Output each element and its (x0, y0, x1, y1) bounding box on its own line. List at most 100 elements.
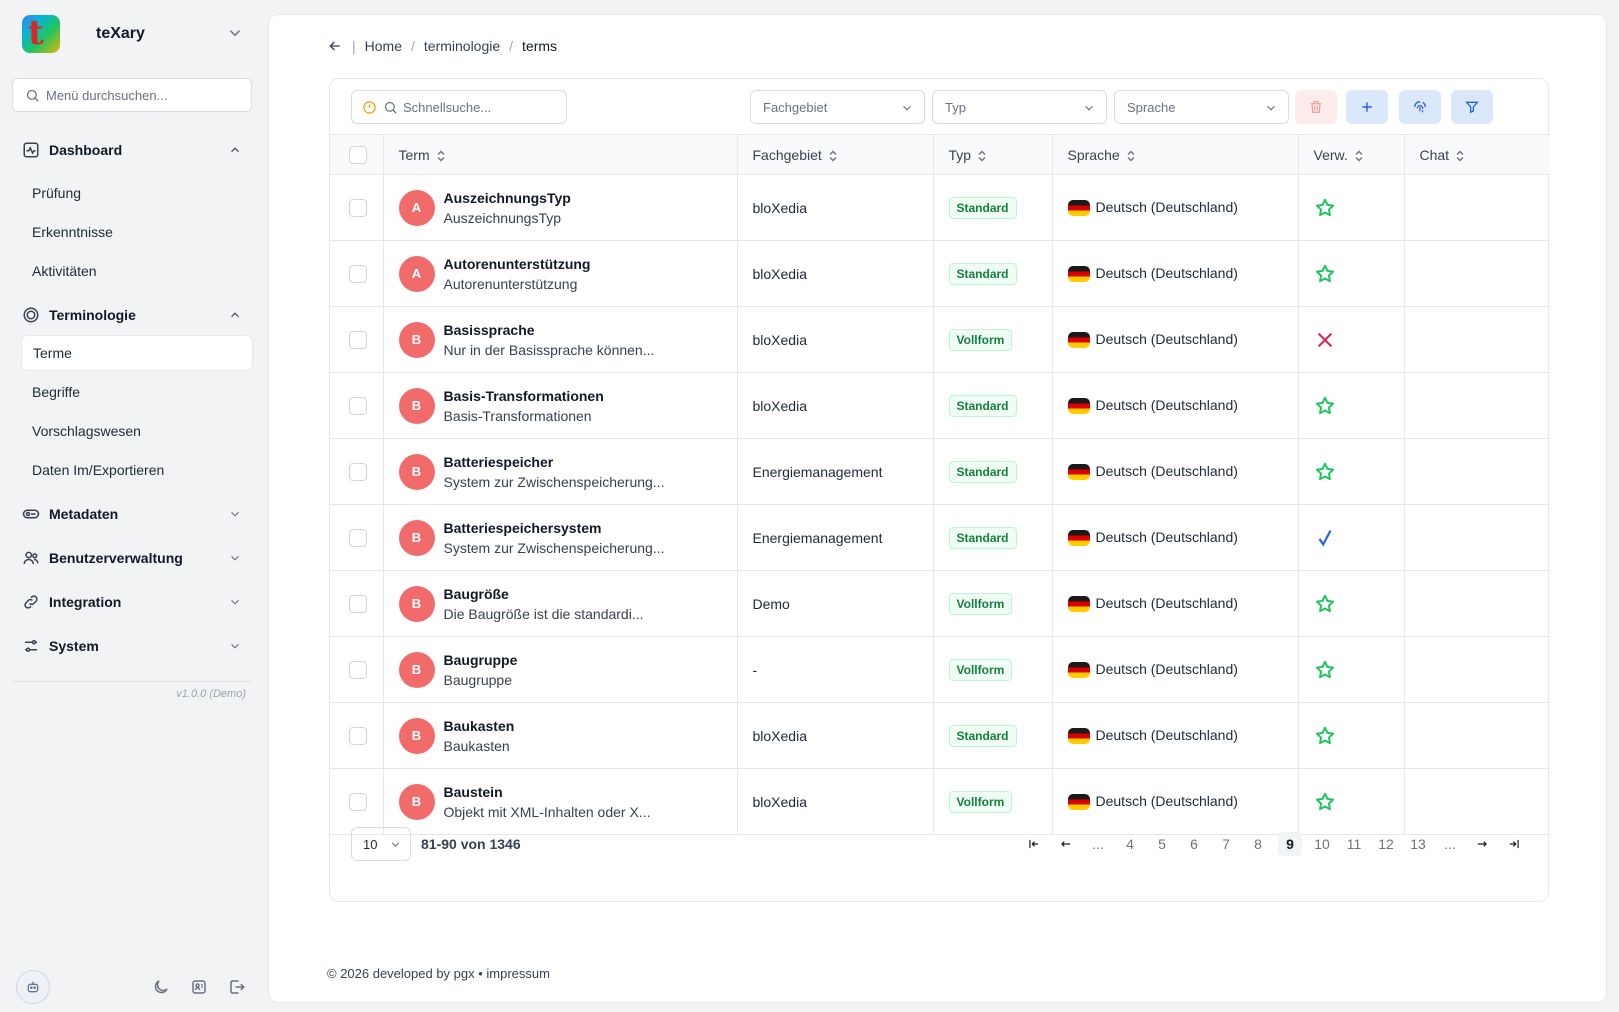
page-link[interactable]: 5 (1158, 836, 1166, 852)
nav-group-integration[interactable]: Integration (22, 589, 252, 615)
arrow-left-icon[interactable] (327, 38, 343, 54)
page-link[interactable]: 12 (1378, 836, 1394, 852)
verwendung-cell[interactable] (1297, 240, 1404, 307)
breadcrumb-terminologie[interactable]: terminologie (423, 38, 501, 54)
page-link[interactable]: 11 (1346, 836, 1362, 852)
page-link[interactable]: 6 (1190, 836, 1198, 852)
moon-icon[interactable] (152, 978, 170, 996)
page-link[interactable]: 10 (1314, 836, 1330, 852)
page-size-select[interactable]: 10 (351, 827, 411, 861)
chat-cell[interactable] (1403, 438, 1550, 505)
delete-button[interactable] (1295, 90, 1337, 124)
filter-fachgebiet[interactable]: Fachgebiet (750, 90, 925, 124)
table-row[interactable]: B Baustein Objekt mit XML-Inhalten oder X.… (330, 768, 1550, 835)
last-page-button[interactable] (1502, 832, 1526, 856)
row-checkbox[interactable] (349, 462, 367, 481)
sidebar-item-pruefung[interactable]: Prüfung (32, 185, 82, 201)
nav-group-metadaten[interactable]: Metadaten (22, 501, 252, 527)
breadcrumb-home[interactable]: Home (364, 38, 402, 54)
sidebar-item-begriffe[interactable]: Begriffe (32, 384, 80, 400)
table-row[interactable]: B Baukasten Baukasten bloXedia Standard Deuts… (330, 702, 1550, 769)
term-title[interactable]: Basissprache (443, 321, 535, 338)
chat-cell[interactable] (1403, 240, 1550, 307)
term-title[interactable]: Basis-Transformationen (443, 387, 604, 404)
row-checkbox[interactable] (349, 726, 367, 745)
verwendung-cell[interactable] (1297, 438, 1404, 505)
table-row[interactable]: B Batteriespeichersystem System zur Zwisch… (330, 504, 1550, 571)
select-all-checkbox[interactable] (349, 145, 367, 164)
term-title[interactable]: Autorenunterstützung (443, 255, 591, 272)
chat-cell[interactable] (1403, 702, 1550, 769)
column-header-fachgebiet[interactable]: Fachgebiet (736, 134, 933, 175)
nav-group-system[interactable]: System (22, 633, 252, 659)
column-header-chat[interactable]: Chat (1403, 134, 1550, 175)
term-title[interactable]: Baustein (443, 783, 503, 800)
filter-sprache[interactable]: Sprache (1114, 90, 1289, 124)
sidebar-item-aktivitaeten[interactable]: Aktivitäten (32, 263, 97, 279)
fingerprint-button[interactable] (1399, 90, 1441, 124)
first-page-button[interactable] (1022, 832, 1046, 856)
row-checkbox[interactable] (349, 264, 367, 283)
verwendung-cell[interactable] (1297, 372, 1404, 439)
row-checkbox[interactable] (349, 396, 367, 415)
verwendung-cell[interactable] (1297, 636, 1404, 703)
term-title[interactable]: Batteriespeichersystem (443, 519, 602, 536)
row-checkbox[interactable] (349, 594, 367, 613)
menu-search[interactable] (12, 78, 252, 112)
page-link[interactable]: 7 (1222, 836, 1230, 852)
add-term-button[interactable] (1346, 90, 1388, 124)
term-title[interactable]: AuszeichnungsTyp (443, 189, 571, 206)
user-card-icon[interactable] (190, 978, 208, 996)
table-row[interactable]: A AuszeichnungsTyp AuszeichnungsTyp bloXedi… (330, 174, 1550, 241)
brand-switcher[interactable]: t teXary (22, 14, 252, 54)
row-checkbox[interactable] (349, 330, 367, 349)
row-checkbox[interactable] (349, 660, 367, 679)
quick-search[interactable] (351, 90, 567, 124)
menu-search-input[interactable] (46, 87, 236, 103)
verwendung-cell[interactable] (1297, 702, 1404, 769)
bot-avatar-icon[interactable] (16, 970, 50, 1004)
filter-button[interactable] (1451, 90, 1493, 124)
sidebar-item-erkenntnisse[interactable]: Erkenntnisse (32, 224, 113, 240)
page-link[interactable]: 8 (1254, 836, 1262, 852)
term-title[interactable]: Baugruppe (443, 651, 518, 668)
prev-page-button[interactable] (1054, 832, 1078, 856)
table-row[interactable]: B Baugruppe Baugruppe - Vollform Deutsch (Deu… (330, 636, 1550, 703)
row-checkbox[interactable] (349, 528, 367, 547)
chat-cell[interactable] (1403, 768, 1550, 835)
column-header-sprache[interactable]: Sprache (1051, 134, 1298, 175)
quick-search-input[interactable] (403, 99, 553, 115)
term-title[interactable]: Baugröße (443, 585, 509, 602)
nav-group-dashboard[interactable]: Dashboard (22, 137, 252, 163)
row-checkbox[interactable] (349, 792, 367, 811)
nav-group-benutzerverwaltung[interactable]: Benutzerverwaltung (22, 545, 252, 571)
sidebar-item-terme[interactable]: Terme (21, 335, 253, 371)
table-row[interactable]: B Basis-Transformationen Basis-Transformat… (330, 372, 1550, 439)
chat-cell[interactable] (1403, 372, 1550, 439)
term-title[interactable]: Baukasten (443, 717, 515, 734)
chat-cell[interactable] (1403, 636, 1550, 703)
column-header-typ[interactable]: Typ (932, 134, 1052, 175)
verwendung-cell[interactable] (1297, 504, 1404, 571)
page-link[interactable]: 9 (1278, 832, 1302, 856)
chat-cell[interactable] (1403, 306, 1550, 373)
chat-cell[interactable] (1403, 174, 1550, 241)
page-link[interactable]: 4 (1126, 836, 1134, 852)
row-checkbox[interactable] (349, 198, 367, 217)
sidebar-item-vorschlagswesen[interactable]: Vorschlagswesen (32, 423, 141, 439)
logout-icon[interactable] (228, 978, 246, 996)
verwendung-cell[interactable] (1297, 306, 1404, 373)
verwendung-cell[interactable] (1297, 768, 1404, 835)
next-page-button[interactable] (1470, 832, 1494, 856)
verwendung-cell[interactable] (1297, 570, 1404, 637)
filter-typ[interactable]: Typ (932, 90, 1107, 124)
table-row[interactable]: B Basissprache Nur in der Basissprache kön… (330, 306, 1550, 373)
table-row[interactable]: A Autorenunterstützung Autorenunterstützun… (330, 240, 1550, 307)
column-header-verwendung[interactable]: Verw. (1297, 134, 1404, 175)
table-row[interactable]: B Baugröße Die Baugröße ist die standardi.… (330, 570, 1550, 637)
chat-cell[interactable] (1403, 504, 1550, 571)
verwendung-cell[interactable] (1297, 174, 1404, 241)
column-header-term[interactable]: Term (382, 134, 737, 175)
page-link[interactable]: 13 (1410, 836, 1426, 852)
term-title[interactable]: Batteriespeicher (443, 453, 554, 470)
